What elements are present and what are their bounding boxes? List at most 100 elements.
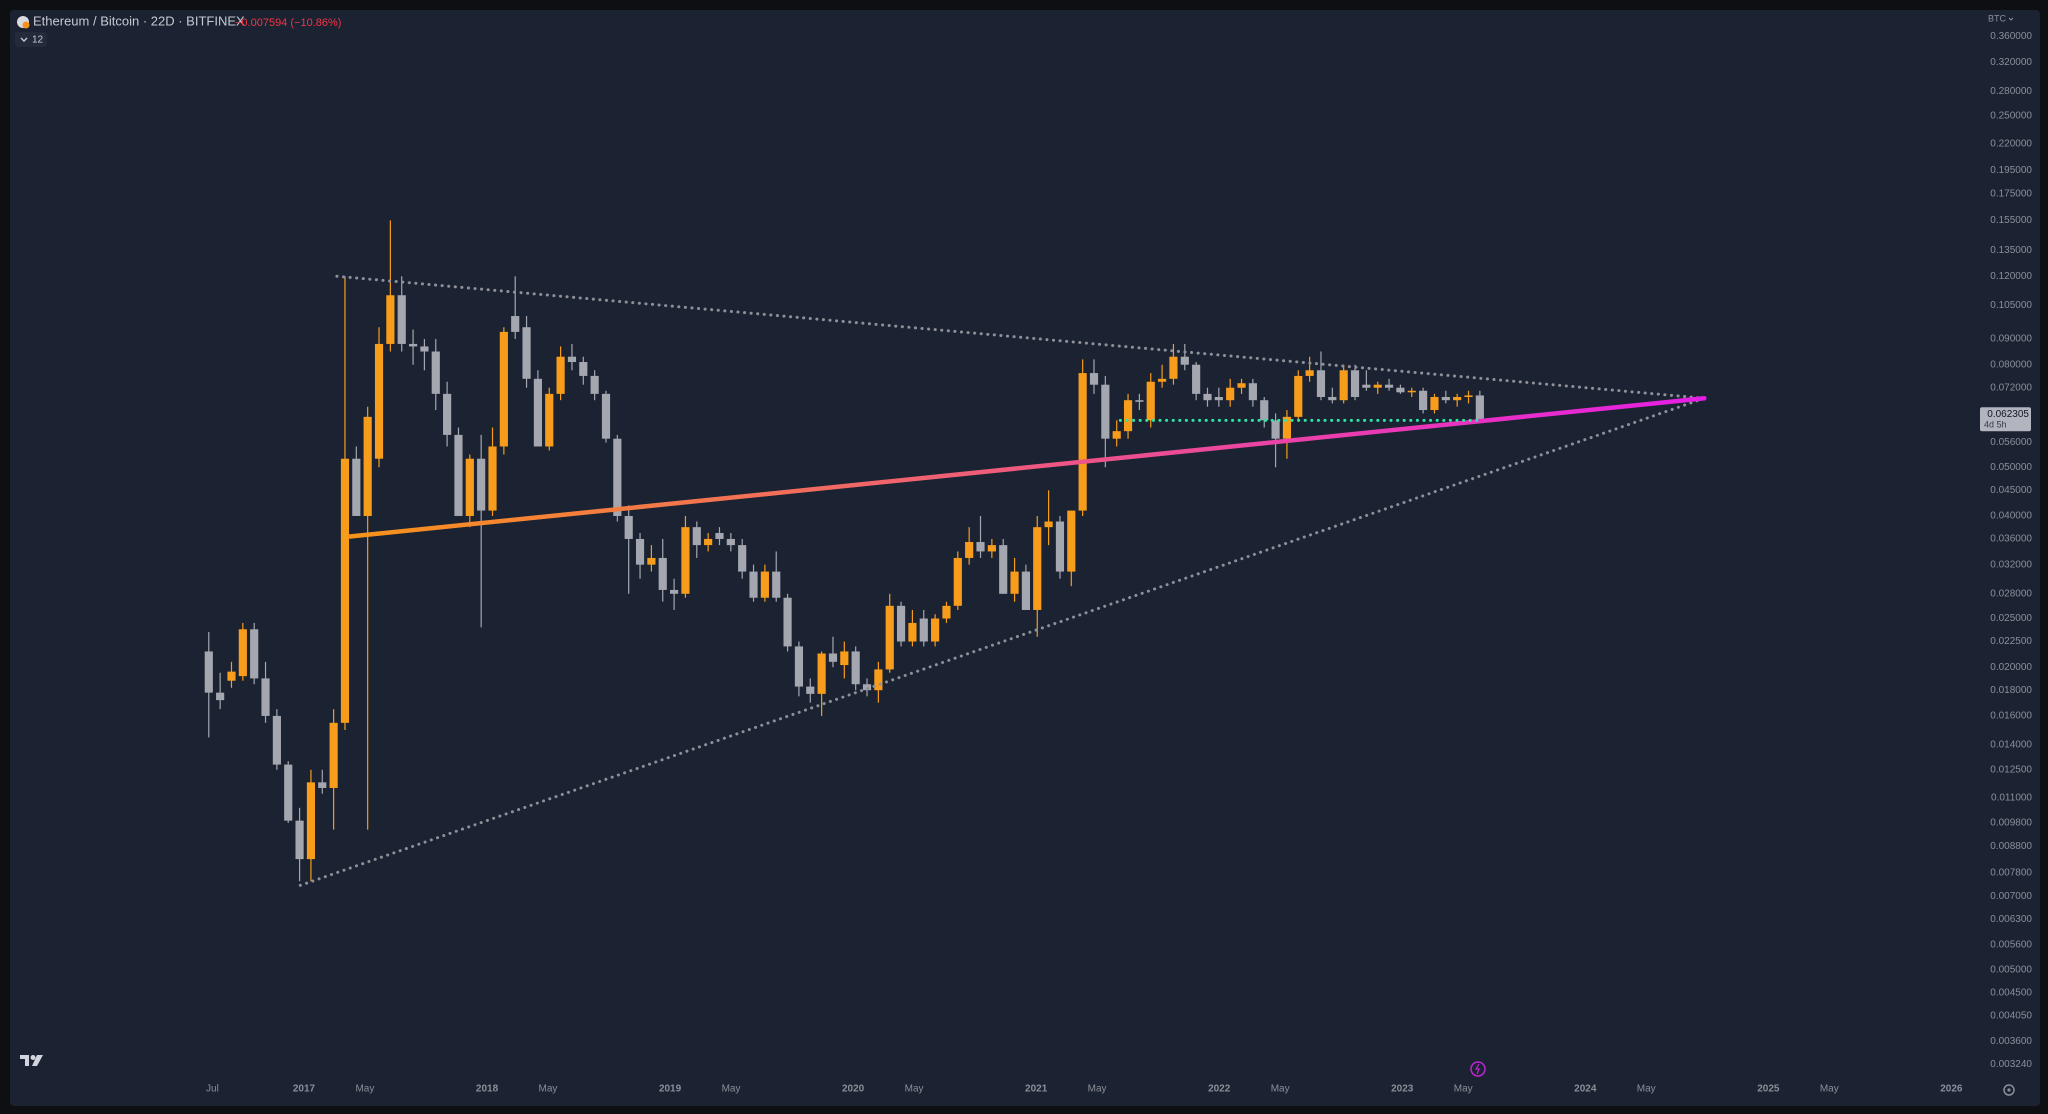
candle-body (1396, 387, 1405, 393)
y-tick-label: 0.025000 (1990, 613, 2032, 624)
y-tick-label: 0.040000 (1990, 511, 2032, 522)
x-tick-label: 2024 (1574, 1084, 1597, 1095)
candle-body (284, 764, 293, 821)
candle-body (374, 343, 384, 459)
y-tick-label: 0.016000 (1990, 711, 2032, 722)
y-tick-label: 0.072000 (1990, 382, 2032, 393)
y-tick-label: 0.004500 (1990, 987, 2032, 998)
candle-body (1123, 400, 1133, 432)
indicators-toggle[interactable] (15, 32, 47, 47)
y-tick-label: 0.360000 (1990, 31, 2032, 42)
candle-body (340, 458, 350, 723)
event-icon[interactable] (1470, 1061, 1486, 1077)
y-tick-label: 0.022500 (1990, 636, 2032, 647)
candle-body (1203, 393, 1212, 401)
candle-body (1464, 395, 1473, 398)
candle-body (1021, 571, 1030, 610)
candle-body (896, 605, 906, 642)
candle-body (295, 820, 304, 860)
x-tick-label: 2023 (1391, 1084, 1414, 1095)
candle-body (1237, 383, 1246, 388)
candle-body (635, 538, 645, 565)
x-tick-label: 2022 (1208, 1084, 1231, 1095)
candle-body (238, 629, 247, 677)
candle-body (942, 605, 951, 619)
candle-body (806, 686, 815, 694)
candle-body (1475, 395, 1484, 420)
x-tick-label: 2021 (1025, 1084, 1048, 1095)
candle-body (715, 532, 724, 539)
settings-button (2007, 1088, 2011, 1092)
candle-body (1033, 527, 1042, 610)
x-tick-label: May (355, 1084, 374, 1095)
candle-body (261, 678, 270, 716)
candle-body (443, 393, 452, 435)
candle-body (420, 346, 429, 352)
candle-body (1055, 521, 1065, 572)
candle-body (999, 545, 1008, 594)
candle-body (692, 527, 701, 546)
candle-body (556, 356, 565, 394)
candle-body (522, 327, 531, 379)
candle-body (1101, 384, 1110, 439)
candle-body (1384, 384, 1394, 388)
y-tick-label: 0.320000 (1990, 57, 2032, 68)
y-tick-label: 0.056000 (1990, 437, 2032, 448)
y-tick-label: 0.003600 (1990, 1036, 2032, 1047)
plot-area (204, 220, 1707, 887)
candle-body (533, 378, 542, 447)
candle-body (1112, 431, 1121, 439)
candle-body (1146, 381, 1155, 421)
x-tick-label: May (1271, 1084, 1290, 1095)
indicator-count: 12 (32, 35, 44, 46)
candle-body (272, 715, 281, 765)
candle-body (738, 545, 747, 572)
candle-body (1158, 378, 1167, 382)
candle-body (216, 692, 225, 701)
x-tick-label: 2018 (476, 1084, 499, 1095)
candle-body (227, 671, 236, 681)
candle-body (488, 446, 497, 511)
y-tick-label: 0.007800 (1990, 867, 2032, 878)
candle-body (1135, 400, 1144, 402)
event-icon (1474, 1063, 1480, 1075)
candle-body (1453, 397, 1462, 401)
y-tick-label: 0.050000 (1990, 462, 2032, 473)
candle-body (431, 351, 440, 394)
x-tick-label: May (539, 1084, 558, 1095)
settings-button[interactable] (2003, 1084, 2015, 1096)
candle-body (1430, 397, 1439, 411)
candle-body (976, 542, 985, 552)
y-tick-label: 0.006300 (1990, 914, 2032, 925)
candle-body (1260, 400, 1269, 421)
candle-body (1169, 356, 1178, 379)
candle-body (1373, 384, 1382, 388)
chevron (2008, 17, 2014, 21)
candle-body (885, 605, 894, 670)
candle-body (1192, 364, 1201, 394)
y-tick-label: 0.007000 (1990, 891, 2032, 902)
y-tick-label: 0.175000 (1990, 189, 2032, 200)
x-tick-label: 2025 (1757, 1084, 1780, 1095)
currency-button[interactable]: BTC (1988, 13, 2007, 23)
x-tick-label: May (1820, 1084, 1839, 1095)
candle-body (363, 416, 372, 516)
candle-body (511, 316, 520, 332)
candle-body (726, 538, 735, 546)
candle-body (658, 557, 667, 590)
symbol-icon (22, 21, 30, 29)
x-tick-label: 2020 (842, 1084, 865, 1095)
y-tick-label: 0.220000 (1990, 139, 2032, 150)
candle-body (590, 375, 599, 394)
candle-body (1078, 373, 1087, 511)
y-tick-label: 0.155000 (1990, 215, 2032, 226)
y-tick-label: 0.020000 (1990, 662, 2032, 673)
y-tick-label: 0.135000 (1990, 245, 2032, 256)
x-tick-label: Jul (206, 1084, 219, 1095)
x-tick-label: May (1088, 1084, 1107, 1095)
candle-body (908, 622, 917, 642)
candle-body (704, 538, 713, 546)
candle-body (760, 571, 769, 598)
y-tick-label: 0.012500 (1990, 764, 2032, 775)
candle-body (1214, 397, 1223, 401)
